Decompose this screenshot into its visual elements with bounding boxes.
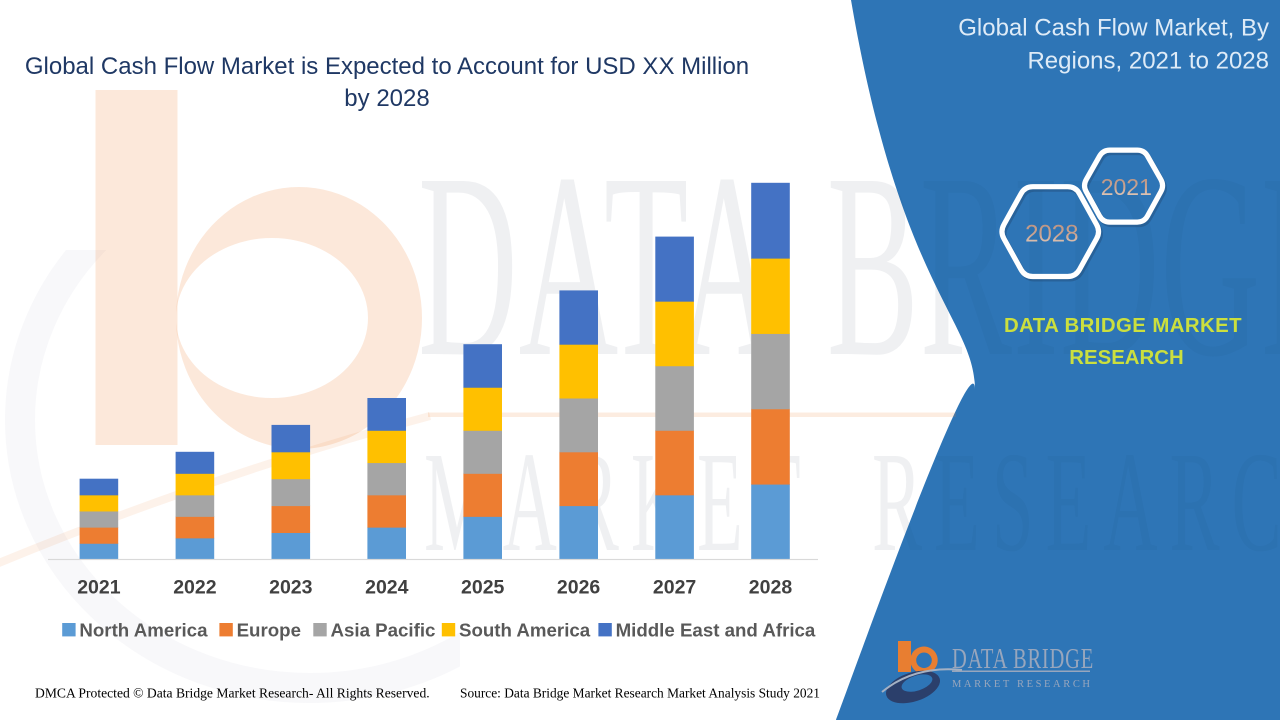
svg-text:2025: 2025 (461, 577, 505, 599)
svg-text:2022: 2022 (173, 577, 217, 599)
svg-text:MARKET RESEARCH: MARKET RESEARCH (952, 679, 1093, 690)
svg-text:DATA BRIDGE MARKET: DATA BRIDGE MARKET (1004, 315, 1242, 337)
svg-text:MARKET RESEARCH: MARKET RESEARCH (424, 422, 1280, 581)
svg-text:Asia Pacific: Asia Pacific (331, 620, 436, 641)
svg-text:DATA BRIDGE: DATA BRIDGE (952, 644, 1094, 675)
svg-text:2023: 2023 (269, 577, 313, 599)
svg-text:2021: 2021 (1101, 174, 1152, 200)
svg-text:Regions, 2021 to 2028: Regions, 2021 to 2028 (1027, 48, 1269, 75)
svg-text:2028: 2028 (1025, 221, 1078, 248)
svg-text:North America: North America (79, 620, 208, 641)
svg-text:Source: Data Bridge Market Res: Source: Data Bridge Market Research Mark… (460, 686, 820, 701)
svg-text:Global Cash Flow Market is Exp: Global Cash Flow Market is Expected to A… (25, 53, 749, 80)
svg-text:Global Cash Flow Market, By: Global Cash Flow Market, By (958, 15, 1269, 42)
svg-text:2027: 2027 (653, 577, 696, 599)
svg-text:RESEARCH: RESEARCH (1069, 347, 1183, 369)
svg-text:South America: South America (459, 620, 591, 641)
svg-text:2028: 2028 (749, 577, 793, 599)
svg-text:2021: 2021 (77, 577, 121, 599)
svg-text:DATA BRIDGE: DATA BRIDGE (418, 118, 1280, 411)
svg-text:by 2028: by 2028 (344, 85, 429, 112)
svg-text:DMCA Protected © Data Bridge M: DMCA Protected © Data Bridge Market Rese… (35, 686, 430, 701)
svg-text:Middle East and Africa: Middle East and Africa (616, 620, 816, 641)
svg-text:Europe: Europe (237, 620, 301, 641)
svg-text:2024: 2024 (365, 577, 409, 599)
svg-text:2026: 2026 (557, 577, 601, 599)
